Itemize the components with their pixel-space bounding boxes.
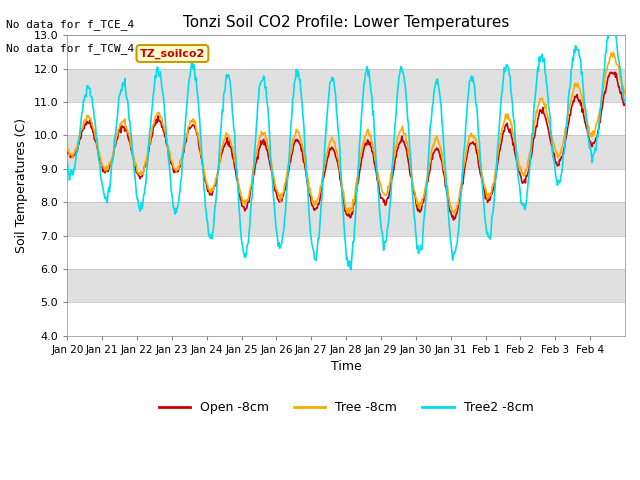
X-axis label: Time: Time	[331, 360, 362, 373]
Tree2 -8cm	[129, 154, 136, 160]
Open -8cm	[449, 217, 457, 223]
Line: Tree2 -8cm: Tree2 -8cm	[67, 23, 625, 270]
Bar	[67, 102, 625, 135]
Legend: Open -8cm, Tree -8cm, Tree2 -8cm: Open -8cm, Tree -8cm, Tree2 -8cm	[154, 396, 538, 419]
Open -8cm	[611, 69, 619, 75]
Tree2 -8cm	[404, 120, 412, 126]
Title: Tonzi Soil CO2 Profile: Lower Temperatures: Tonzi Soil CO2 Profile: Lower Temperatur…	[183, 15, 509, 30]
Bar	[67, 169, 625, 202]
Tree2 -8cm	[436, 91, 444, 97]
Text: No data for f_TCW_4: No data for f_TCW_4	[6, 43, 134, 54]
Tree -8cm	[280, 188, 288, 193]
Text: TZ_soilco2: TZ_soilco2	[140, 48, 205, 59]
Line: Tree -8cm: Tree -8cm	[67, 52, 625, 213]
Line: Open -8cm: Open -8cm	[67, 72, 625, 220]
Open -8cm	[129, 153, 136, 159]
Tree2 -8cm	[609, 20, 616, 26]
Bar	[67, 302, 625, 336]
Open -8cm	[232, 167, 239, 172]
Tree -8cm	[451, 210, 458, 216]
Tree -8cm	[621, 91, 629, 97]
Tree2 -8cm	[280, 225, 288, 231]
Open -8cm	[435, 148, 443, 154]
Bar	[67, 236, 625, 269]
Open -8cm	[404, 155, 412, 160]
Tree -8cm	[259, 132, 267, 138]
Open -8cm	[621, 101, 629, 107]
Tree -8cm	[63, 148, 71, 154]
Tree -8cm	[232, 159, 239, 165]
Tree2 -8cm	[232, 147, 239, 153]
Tree -8cm	[129, 151, 136, 156]
Tree -8cm	[435, 141, 443, 146]
Open -8cm	[63, 148, 71, 154]
Tree2 -8cm	[347, 267, 355, 273]
Tree -8cm	[404, 143, 412, 148]
Tree -8cm	[609, 49, 617, 55]
Tree2 -8cm	[63, 159, 71, 165]
Open -8cm	[259, 138, 267, 144]
Bar	[67, 36, 625, 69]
Text: No data for f_TCE_4: No data for f_TCE_4	[6, 19, 134, 30]
Open -8cm	[280, 190, 288, 195]
Tree2 -8cm	[259, 77, 267, 83]
Y-axis label: Soil Temperatures (C): Soil Temperatures (C)	[15, 118, 28, 253]
Tree2 -8cm	[621, 99, 629, 105]
